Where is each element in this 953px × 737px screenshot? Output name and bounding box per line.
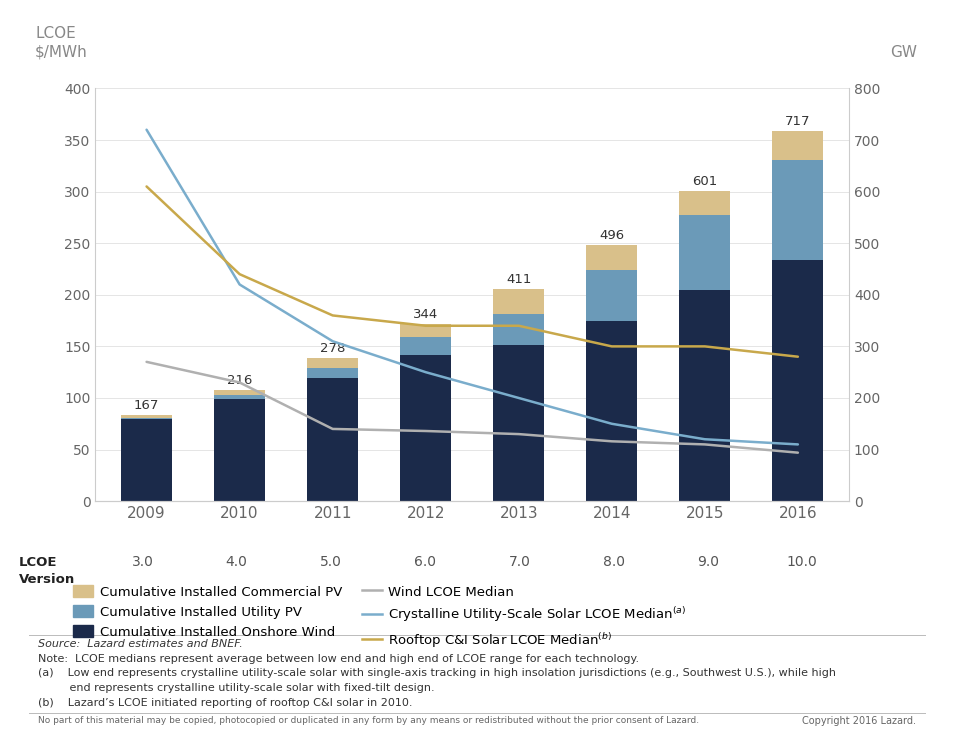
Text: 216: 216 (227, 374, 252, 387)
Text: 3.0: 3.0 (132, 555, 153, 569)
Bar (307, 378, 358, 501)
Text: 601: 601 (692, 175, 717, 188)
Text: 717: 717 (784, 115, 810, 128)
Text: 6.0: 6.0 (414, 555, 436, 569)
Text: 278: 278 (319, 342, 345, 354)
Bar (493, 345, 544, 501)
Bar (213, 399, 265, 501)
Text: Note:  LCOE medians represent average between low end and high end of LCOE range: Note: LCOE medians represent average bet… (38, 654, 639, 664)
Bar (213, 395, 265, 399)
Text: (a)    Low end represents crystalline utility-scale solar with single-axis track: (a) Low end represents crystalline utili… (38, 668, 835, 679)
Text: Copyright 2016 Lazard.: Copyright 2016 Lazard. (801, 716, 915, 727)
Bar (585, 321, 637, 501)
Text: No part of this material may be copied, photocopied or duplicated in any form by: No part of this material may be copied, … (38, 716, 699, 725)
Bar (493, 289, 544, 314)
Text: 344: 344 (413, 307, 437, 321)
Bar (399, 337, 451, 355)
Bar (307, 368, 358, 378)
Text: 8.0: 8.0 (602, 555, 624, 569)
Bar (585, 270, 637, 321)
Text: 4.0: 4.0 (226, 555, 248, 569)
Text: 5.0: 5.0 (319, 555, 341, 569)
Bar (772, 160, 822, 260)
Text: LCOE
Version: LCOE Version (19, 556, 75, 587)
Bar (307, 357, 358, 368)
Bar (679, 290, 730, 501)
Text: 7.0: 7.0 (508, 555, 530, 569)
Text: 496: 496 (598, 229, 623, 242)
Text: (b)    Lazard’s LCOE initiated reporting of rooftop C&I solar in 2010.: (b) Lazard’s LCOE initiated reporting of… (38, 698, 413, 708)
Text: end represents crystalline utility-scale solar with fixed-tilt design.: end represents crystalline utility-scale… (38, 683, 435, 694)
Bar (213, 390, 265, 395)
Bar (772, 260, 822, 501)
Text: Source:  Lazard estimates and BNEF.: Source: Lazard estimates and BNEF. (38, 639, 243, 649)
Text: 9.0: 9.0 (696, 555, 718, 569)
Bar (493, 314, 544, 345)
Bar (121, 418, 172, 419)
Text: LCOE
$/MWh: LCOE $/MWh (35, 26, 88, 60)
Text: GW: GW (889, 44, 916, 60)
Text: 411: 411 (505, 273, 531, 286)
Bar (121, 415, 172, 418)
Bar (679, 191, 730, 215)
Legend: Cumulative Installed Commercial PV, Cumulative Installed Utility PV, Cumulative : Cumulative Installed Commercial PV, Cumu… (73, 585, 686, 649)
Bar (399, 355, 451, 501)
Text: 10.0: 10.0 (786, 555, 817, 569)
Bar (121, 419, 172, 501)
Bar (679, 215, 730, 290)
Bar (772, 131, 822, 160)
Bar (585, 245, 637, 270)
Text: 167: 167 (133, 399, 159, 412)
Bar (399, 324, 451, 337)
